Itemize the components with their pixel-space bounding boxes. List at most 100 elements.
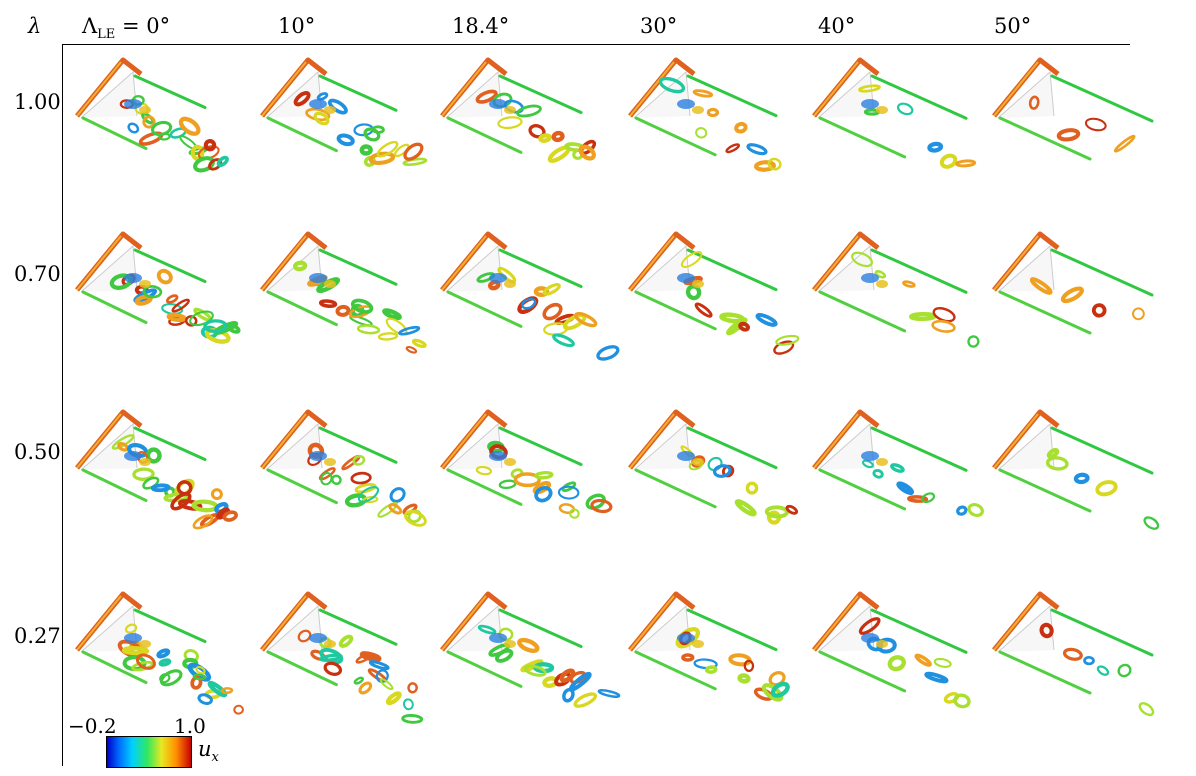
row-parameter-label: λ [28, 14, 42, 38]
tip-vortex-lower [266, 650, 338, 687]
vortex-structure [569, 508, 580, 519]
colorbar-max-label: 1.0 [174, 714, 206, 738]
vortex-structure [358, 681, 373, 695]
vortex-structure [557, 485, 580, 500]
vortex-structure [359, 651, 382, 662]
tip-vortex-lower [81, 468, 148, 502]
vortex-structure [156, 648, 171, 659]
vortex-structure [890, 463, 905, 473]
wing-planform [997, 604, 1055, 653]
vortex-structure [222, 510, 238, 522]
vortex-structure [896, 102, 914, 116]
tip-vortex-upper [1050, 74, 1154, 123]
tip-vortex-lower [81, 650, 148, 684]
vortex-structure [350, 298, 374, 314]
vortex-structure [227, 323, 241, 334]
vortex-structure [190, 144, 205, 161]
vortex-structure [385, 691, 402, 706]
vortex-core [124, 99, 142, 109]
tip-vortex-lower [634, 290, 717, 331]
vortex-structure [754, 160, 776, 172]
tip-vortex-lower [81, 116, 148, 150]
vortex-structure [685, 284, 702, 301]
vortex-core [504, 640, 516, 648]
vortex-structure [775, 334, 800, 346]
vortex-structure [520, 659, 544, 673]
vortex-structure [403, 510, 427, 527]
vortex-structure [887, 655, 906, 672]
tip-vortex-lower [818, 468, 907, 511]
vortex-structure [528, 124, 546, 139]
vortex-structure [170, 492, 192, 511]
vortex-structure [1046, 448, 1060, 459]
tip-vortex-upper [686, 608, 778, 652]
tip-vortex-upper [318, 248, 398, 286]
vortex-structure [336, 133, 355, 147]
vortex-core [861, 633, 879, 643]
vortex-core [861, 451, 879, 461]
wing-edge-highlight [813, 595, 859, 651]
vortex-core [139, 640, 151, 648]
vortex-core [309, 99, 327, 109]
vortex-structure [124, 623, 138, 634]
vortex-structure [156, 268, 173, 285]
vortex-structure [858, 617, 881, 635]
vortex-core [489, 633, 507, 643]
vortex-structure [368, 151, 396, 165]
tip-vortex-upper [498, 608, 583, 648]
tip-vortex-lower [446, 290, 523, 328]
vortex-structure [313, 111, 330, 126]
vortex-structure [558, 503, 576, 515]
tip-vortex-lower [266, 290, 338, 327]
vortex-structure [955, 159, 977, 168]
vortex-core [324, 640, 336, 648]
vortex-structure [318, 299, 338, 309]
vortex-structure [191, 499, 219, 513]
vortex-structure [738, 321, 750, 332]
vortex-structure [523, 664, 547, 677]
tip-vortex-lower [266, 468, 338, 505]
tip-vortex-lower [81, 290, 148, 324]
vortex-structure [858, 84, 881, 93]
vortex-structure [1084, 117, 1107, 132]
vortex-structure [896, 481, 915, 496]
wing-edge-highlight [993, 61, 1039, 117]
wing-edge-highlight [993, 413, 1039, 469]
vortex-structure [532, 480, 552, 495]
vortex-structure [498, 479, 517, 490]
vortex-structure [538, 133, 552, 143]
vortex-core [876, 640, 888, 648]
vortex-structure [573, 692, 598, 708]
tip-vortex-upper [870, 248, 968, 294]
vortex-structure [597, 689, 621, 698]
vortex-structure [220, 687, 234, 695]
vortex-structure [405, 346, 418, 354]
vortex-structure [521, 297, 537, 310]
vortex-structure [388, 503, 403, 515]
vortex-core [861, 273, 879, 283]
vortex-structure [316, 92, 329, 101]
vortex-structure [178, 116, 201, 136]
vortex-structure [725, 143, 741, 154]
vortex-structure [158, 658, 172, 667]
vortex-structure [375, 669, 389, 683]
vortex-core [504, 458, 516, 466]
vortex-structure [712, 464, 732, 478]
tip-vortex-upper [1050, 248, 1154, 297]
tip-vortex-upper [498, 74, 583, 114]
wing-edge-highlight [261, 595, 307, 651]
vortex-structure [1096, 665, 1110, 676]
vortex-structure [216, 155, 229, 168]
vortex-structure [921, 492, 936, 504]
tip-vortex-lower [634, 116, 717, 157]
vortex-structure [134, 294, 153, 306]
colorbar [106, 736, 192, 768]
vortex-structure [1095, 480, 1118, 497]
sweep-angle-header-30: 30° [640, 14, 678, 38]
vortex-structure [203, 139, 217, 152]
vortex-structure [939, 153, 958, 169]
tip-vortex-upper [498, 248, 583, 288]
vortex-structure [551, 130, 565, 143]
tip-vortex-upper [870, 426, 968, 472]
vortex-structure [150, 483, 171, 493]
